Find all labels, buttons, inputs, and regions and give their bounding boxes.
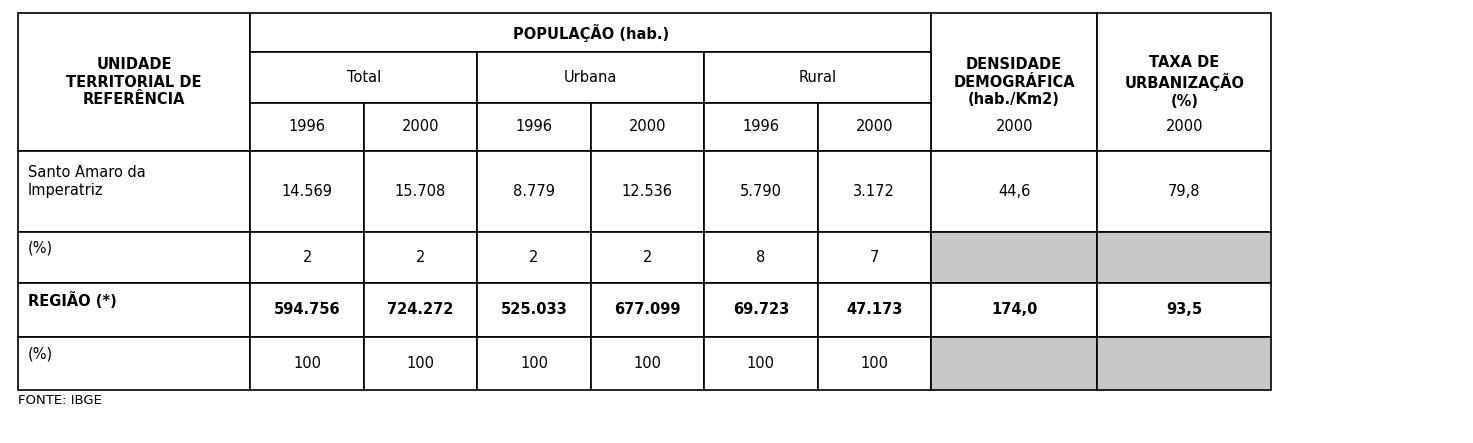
Text: 3.172: 3.172 bbox=[853, 184, 896, 199]
Bar bbox=[818, 283, 931, 337]
Text: 2000: 2000 bbox=[856, 119, 893, 134]
Text: 5.790: 5.790 bbox=[739, 184, 782, 199]
Text: 7: 7 bbox=[869, 249, 879, 264]
Text: 12.536: 12.536 bbox=[622, 184, 673, 199]
Bar bbox=[250, 337, 364, 390]
Text: 8: 8 bbox=[756, 249, 766, 264]
Bar bbox=[364, 232, 477, 283]
Bar bbox=[1097, 337, 1271, 390]
Bar bbox=[704, 337, 818, 390]
Bar bbox=[18, 283, 250, 337]
Text: 2000: 2000 bbox=[996, 119, 1033, 134]
Text: (%): (%) bbox=[28, 241, 53, 256]
Bar bbox=[818, 103, 931, 151]
Bar bbox=[931, 151, 1097, 232]
Text: Urbana: Urbana bbox=[564, 70, 617, 85]
Text: Total: Total bbox=[346, 70, 382, 85]
Bar bbox=[18, 232, 250, 283]
Text: 174,0: 174,0 bbox=[991, 302, 1037, 317]
Text: 100: 100 bbox=[860, 356, 888, 371]
Bar bbox=[364, 337, 477, 390]
Bar bbox=[250, 283, 364, 337]
Bar bbox=[477, 103, 591, 151]
Bar bbox=[18, 151, 250, 232]
Bar bbox=[931, 283, 1097, 337]
Bar bbox=[591, 151, 704, 232]
Bar bbox=[704, 151, 818, 232]
Text: Rural: Rural bbox=[798, 70, 837, 85]
Text: 525.033: 525.033 bbox=[501, 302, 567, 317]
Bar bbox=[364, 151, 477, 232]
Text: 100: 100 bbox=[520, 356, 548, 371]
Text: 15.708: 15.708 bbox=[395, 184, 446, 199]
Bar bbox=[250, 232, 364, 283]
Text: 2: 2 bbox=[529, 249, 539, 264]
Bar bbox=[477, 283, 591, 337]
Text: 2000: 2000 bbox=[402, 119, 439, 134]
Bar bbox=[591, 232, 704, 283]
Bar bbox=[704, 52, 931, 103]
Bar bbox=[591, 337, 704, 390]
Bar bbox=[18, 13, 250, 151]
Text: (%): (%) bbox=[28, 346, 53, 361]
Text: REGIÃO (*): REGIÃO (*) bbox=[28, 292, 116, 309]
Text: 2000: 2000 bbox=[629, 119, 666, 134]
Text: 100: 100 bbox=[747, 356, 775, 371]
Text: 79,8: 79,8 bbox=[1168, 184, 1200, 199]
Bar bbox=[364, 283, 477, 337]
Bar bbox=[931, 13, 1097, 151]
Text: 594.756: 594.756 bbox=[274, 302, 340, 317]
Text: 100: 100 bbox=[293, 356, 321, 371]
Bar bbox=[704, 103, 818, 151]
Bar bbox=[1097, 151, 1271, 232]
Bar bbox=[250, 52, 477, 103]
Text: 93,5: 93,5 bbox=[1167, 302, 1202, 317]
Text: 8.779: 8.779 bbox=[513, 184, 555, 199]
Text: 100: 100 bbox=[407, 356, 435, 371]
Bar bbox=[1097, 283, 1271, 337]
Text: 1996: 1996 bbox=[289, 119, 326, 134]
Bar bbox=[818, 232, 931, 283]
Text: FONTE: IBGE: FONTE: IBGE bbox=[18, 394, 102, 407]
Text: UNIDADE
TERRITORIAL DE
REFERÊNCIA: UNIDADE TERRITORIAL DE REFERÊNCIA bbox=[66, 57, 202, 107]
Bar bbox=[818, 337, 931, 390]
Bar bbox=[591, 283, 704, 337]
Text: 14.569: 14.569 bbox=[281, 184, 333, 199]
Bar bbox=[477, 52, 704, 103]
Text: DENSIDADE
DEMOGRÁFICA
(hab./Km2): DENSIDADE DEMOGRÁFICA (hab./Km2) bbox=[953, 57, 1075, 107]
Bar bbox=[931, 337, 1097, 390]
Text: 44,6: 44,6 bbox=[999, 184, 1030, 199]
Text: 1996: 1996 bbox=[516, 119, 552, 134]
Bar bbox=[704, 283, 818, 337]
Text: 47.173: 47.173 bbox=[846, 302, 903, 317]
Bar bbox=[591, 103, 704, 151]
Text: 100: 100 bbox=[633, 356, 661, 371]
Bar bbox=[250, 151, 364, 232]
Bar bbox=[477, 337, 591, 390]
Text: 2: 2 bbox=[415, 249, 426, 264]
Bar bbox=[818, 151, 931, 232]
Bar bbox=[1097, 232, 1271, 283]
Bar bbox=[931, 232, 1097, 283]
Bar bbox=[477, 151, 591, 232]
Text: 677.099: 677.099 bbox=[614, 302, 681, 317]
Bar bbox=[18, 337, 250, 390]
Bar bbox=[250, 13, 931, 52]
Text: 2: 2 bbox=[302, 249, 312, 264]
Text: Santo Amaro da
Imperatriz: Santo Amaro da Imperatriz bbox=[28, 165, 146, 198]
Text: TAXA DE
URBANIZAÇÃO
(%): TAXA DE URBANIZAÇÃO (%) bbox=[1124, 55, 1245, 109]
Bar bbox=[250, 103, 364, 151]
Bar bbox=[364, 103, 477, 151]
Text: 2000: 2000 bbox=[1165, 119, 1203, 134]
Text: 1996: 1996 bbox=[742, 119, 779, 134]
Bar bbox=[1097, 13, 1271, 151]
Text: POPULAÇÃO (hab.): POPULAÇÃO (hab.) bbox=[513, 23, 669, 42]
Text: 724.272: 724.272 bbox=[387, 302, 454, 317]
Text: 2: 2 bbox=[642, 249, 653, 264]
Text: 69.723: 69.723 bbox=[732, 302, 790, 317]
Bar bbox=[704, 232, 818, 283]
Bar bbox=[477, 232, 591, 283]
